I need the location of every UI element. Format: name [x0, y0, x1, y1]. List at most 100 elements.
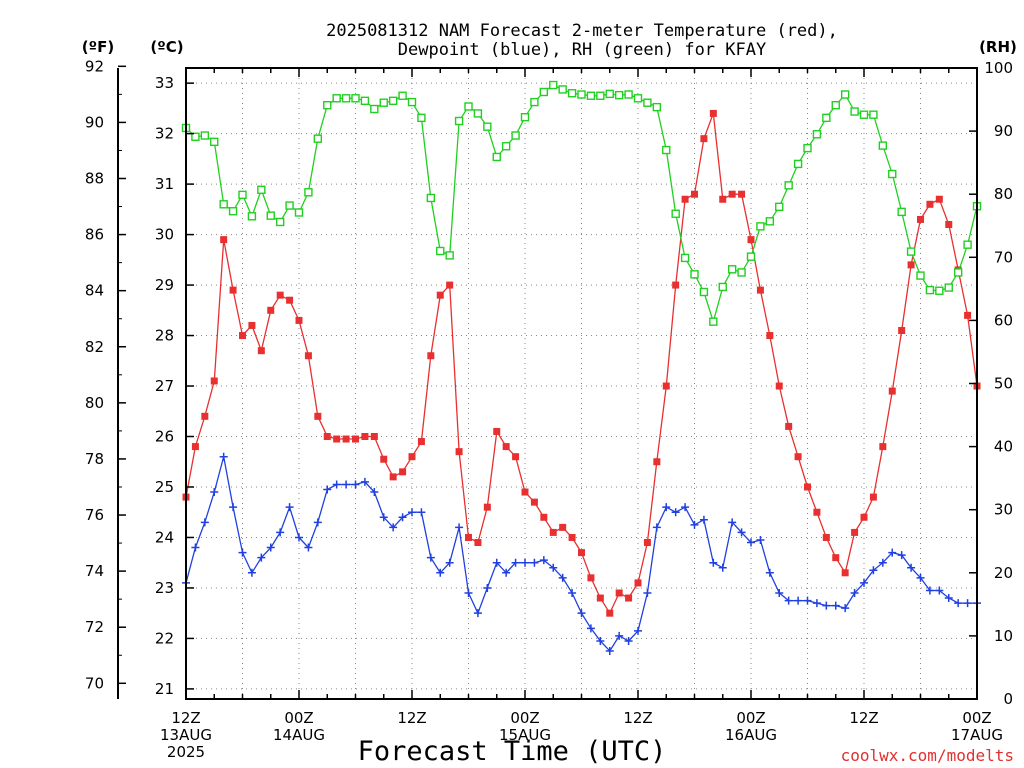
- temperature-point: [785, 422, 793, 430]
- rh-point: [746, 252, 756, 261]
- temperature-point: [728, 190, 736, 198]
- temperature-point: [578, 549, 585, 557]
- temperature-point: [945, 220, 953, 228]
- temperature-point: [530, 498, 538, 506]
- rh-point: [897, 207, 906, 217]
- temperature-point: [267, 306, 275, 314]
- rh-point: [370, 104, 379, 114]
- x-tick-label: 00Z: [284, 709, 313, 727]
- celsius-tick-label: 29: [155, 276, 174, 294]
- dewpoint-point: [568, 588, 577, 597]
- dewpoint-point: [794, 596, 803, 605]
- temperature-point: [860, 513, 868, 521]
- temperature-point: [521, 488, 529, 496]
- temperature-point: [389, 473, 397, 481]
- temperature-point: [323, 433, 331, 441]
- rh-point: [652, 102, 662, 112]
- celsius-tick-label: 32: [155, 125, 174, 143]
- temperature-point: [493, 427, 501, 435]
- temperature-point: [257, 347, 265, 355]
- temperature-point: [832, 554, 840, 562]
- dewpoint-point: [276, 528, 285, 537]
- dewpoint-point: [831, 601, 840, 610]
- rh-point: [360, 96, 370, 106]
- rh-point: [869, 110, 878, 119]
- rh-point: [294, 208, 304, 217]
- temperature-point: [248, 321, 256, 329]
- x-tick-label: 13AUG: [160, 726, 212, 744]
- celsius-tick-label: 22: [155, 629, 174, 647]
- rh-point: [426, 193, 436, 203]
- dewpoint-point: [379, 513, 388, 522]
- temperature-point: [898, 326, 906, 334]
- rh-point: [944, 283, 953, 292]
- x-tick-label: 12Z: [171, 709, 200, 727]
- rh-point: [445, 251, 454, 260]
- dewpoint-point: [577, 609, 586, 618]
- dewpoint-point: [238, 548, 247, 557]
- temperature-point: [465, 533, 472, 541]
- dewpoint-point: [521, 558, 529, 567]
- rh-point: [238, 190, 247, 200]
- dewpoint-point: [332, 480, 341, 489]
- rh-point: [351, 94, 360, 103]
- dewpoint-point: [200, 518, 209, 527]
- temperature-point: [935, 195, 943, 203]
- rh-point: [436, 246, 445, 256]
- temperature-point: [738, 190, 746, 198]
- rh-point: [275, 217, 285, 227]
- dewpoint-point: [426, 553, 435, 562]
- rh-point: [501, 142, 511, 151]
- dewpoint-point: [681, 503, 690, 512]
- temperature-point: [634, 579, 642, 587]
- celsius-tick-label: 31: [155, 175, 174, 193]
- rh-point: [671, 209, 680, 218]
- dewpoint-point: [907, 563, 916, 572]
- dewpoint-point: [492, 558, 501, 567]
- rh-point: [200, 131, 210, 140]
- rh-point: [878, 141, 888, 150]
- dewpoint-point: [360, 477, 369, 486]
- celsius-unit-label: (ºC): [150, 38, 183, 56]
- temperature-point: [314, 412, 322, 420]
- celsius-tick-label: 27: [155, 377, 174, 395]
- fahrenheit-tick-label: 84: [85, 282, 104, 300]
- dewpoint-point: [210, 488, 219, 497]
- rh-point: [888, 169, 897, 179]
- fahrenheit-tick-label: 88: [85, 169, 104, 187]
- rh-point: [219, 200, 228, 209]
- temperature-point: [747, 236, 755, 244]
- rh-point: [699, 287, 709, 297]
- temperature-point: [239, 332, 246, 340]
- temperature-point: [709, 109, 717, 117]
- dewpoint-point: [191, 543, 200, 552]
- temperature-point: [295, 316, 303, 324]
- temperature-point: [813, 508, 821, 516]
- dewpoint-point: [634, 626, 642, 635]
- dewpoint-point: [539, 556, 548, 565]
- temperature-point: [352, 435, 359, 443]
- rh-point: [812, 130, 822, 139]
- dewpoint-point: [878, 558, 887, 567]
- dewpoint-point: [313, 518, 322, 527]
- dewpoint-point: [445, 558, 454, 567]
- dewpoint-point: [389, 523, 398, 532]
- dewpoint-point: [841, 604, 850, 613]
- series-layer: [181, 80, 982, 656]
- chart-title-line-1: 2025081312 NAM Forecast 2-meter Temperat…: [326, 21, 838, 41]
- rh-tick-label: 20: [994, 564, 1013, 582]
- fahrenheit-tick-label: 70: [85, 674, 104, 692]
- temperature-point: [964, 311, 972, 319]
- rh-point: [935, 286, 944, 295]
- temperature-point: [549, 528, 557, 536]
- fahrenheit-unit-label: (ºF): [82, 38, 114, 56]
- rh-point: [718, 282, 727, 292]
- dewpoint-point: [963, 599, 972, 608]
- rh-point: [210, 137, 219, 147]
- dewpoint-point: [464, 588, 473, 597]
- rh-tick-label: 70: [994, 248, 1013, 266]
- temperature-point: [926, 200, 934, 208]
- rh-point: [539, 87, 549, 97]
- dewpoint-point: [944, 594, 953, 603]
